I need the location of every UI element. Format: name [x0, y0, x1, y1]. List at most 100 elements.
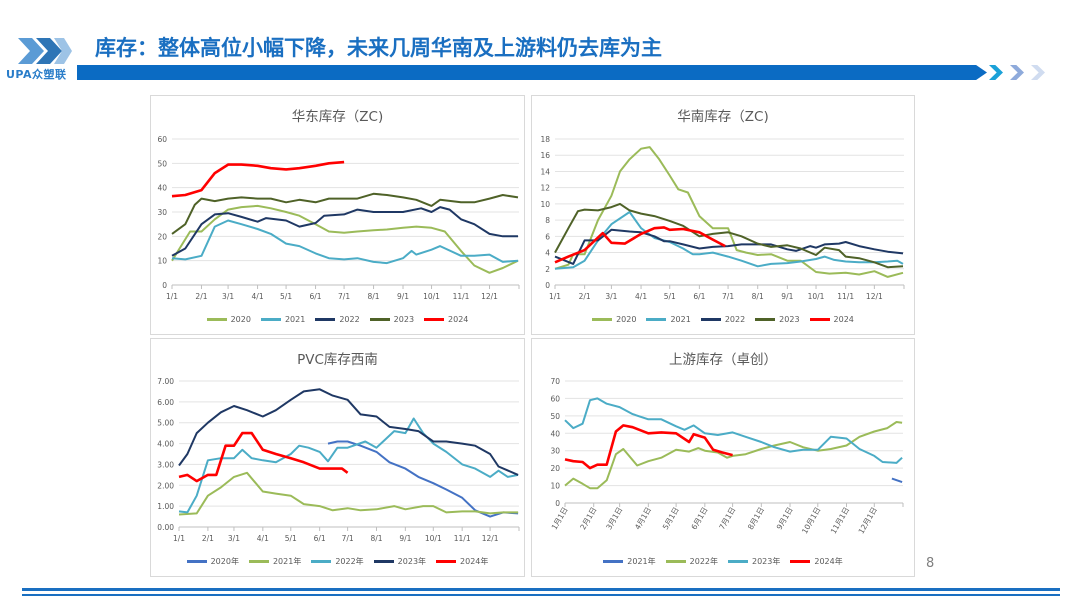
legend-swatch	[603, 560, 624, 563]
chart-title: 华南库存（ZC)	[677, 109, 769, 125]
legend-swatch	[646, 318, 667, 321]
x-tick-label: 3/1	[222, 292, 234, 301]
series-line-2021年	[891, 477, 903, 484]
series-line-2021	[554, 211, 904, 270]
legend-label: 2021	[670, 315, 691, 324]
x-tick-label: 12/1	[866, 292, 883, 301]
y-tick-label: 60	[157, 135, 167, 144]
legend-swatch	[260, 318, 281, 321]
legend-label: 2020	[616, 315, 637, 324]
x-tick-label: 1/1	[166, 292, 178, 301]
chart-south-china-inventory: 华南库存（ZC) 0 2 4 6 8 10 12 14 16 18 1/1 2/1 3/1 4/1 5/1 6…	[531, 95, 915, 335]
y-tick-label: 20	[550, 464, 560, 473]
series-line-2020	[171, 204, 519, 274]
y-tick-label: 12	[540, 184, 550, 193]
y-tick-label: 16	[540, 151, 550, 160]
footer-line	[22, 594, 1060, 596]
chart-plot: 0 2 4 6 8 10 12 14 16 18 1/1 2/1 3/1 4/1 5/1 6/1 7/1 8/1 9…	[540, 135, 905, 301]
x-tick-label: 12/1	[481, 292, 498, 301]
legend-item: 2024年	[436, 556, 488, 567]
chart-title: PVC库存西南	[297, 352, 378, 368]
y-tick-label: 18	[540, 135, 550, 144]
chart-legend: 2020 2021 2022 2023 2024	[151, 315, 524, 324]
y-tick-label: 70	[550, 377, 560, 386]
x-tick-label: 9/1	[397, 292, 409, 301]
x-tick-label: 7/1	[338, 292, 350, 301]
legend-item: 2022	[315, 315, 360, 324]
chart-legend: 2020年 2021年 2022年 2023年 2024年	[151, 556, 524, 567]
legend-swatch	[755, 318, 776, 321]
x-tick-label: 2月1日	[578, 506, 598, 532]
y-tick-label: 10	[550, 482, 560, 491]
series-line-2022	[554, 228, 904, 265]
y-tick-label: 60	[550, 394, 560, 403]
chevron-icon	[1031, 65, 1045, 80]
chart-east-china-inventory: 华东库存（ZC) 0 10 20 30 40 50 60 1/1 2/1 3/1 4/1 5/1 6/1…	[150, 95, 525, 335]
y-tick-label: 0.00	[157, 523, 174, 532]
legend-label: 2022	[339, 315, 360, 324]
legend-label: 2024	[833, 315, 854, 324]
legend-swatch	[311, 560, 332, 563]
x-tick-label: 4/1	[635, 292, 647, 301]
series-line-2023年	[564, 397, 903, 464]
legend-label: 2021年	[272, 557, 302, 566]
x-tick-label: 5月1日	[661, 506, 681, 532]
x-tick-label: 9/1	[399, 534, 411, 543]
x-tick-label: 5/1	[285, 534, 297, 543]
legend-swatch	[424, 318, 445, 321]
series-line-2024年	[564, 424, 733, 470]
x-tick-label: 1/1	[549, 292, 561, 301]
logo-text: UPA众塑联	[6, 68, 67, 81]
x-tick-label: 6/1	[310, 292, 322, 301]
x-tick-label: 8/1	[370, 534, 382, 543]
series-line-2021年	[178, 471, 519, 516]
legend-label: 2021年	[627, 557, 656, 566]
x-tick-label: 11月1日	[829, 506, 851, 536]
legend-item: 2021	[646, 315, 691, 324]
series-line-2022年	[178, 417, 519, 514]
x-tick-label: 9月1日	[775, 506, 795, 532]
legend-label: 2024	[448, 315, 469, 324]
legend-label: 2020	[230, 315, 251, 324]
x-tick-label: 4/1	[252, 292, 264, 301]
x-tick-label: 9/1	[781, 292, 793, 301]
x-tick-label: 5/1	[280, 292, 292, 301]
y-tick-label: 5.00	[157, 419, 174, 428]
title-bar	[77, 65, 987, 80]
series-line-2023	[171, 192, 519, 235]
legend-item: 2020	[592, 315, 636, 324]
x-tick-label: 10/1	[425, 534, 442, 543]
x-tick-label: 5/1	[664, 292, 676, 301]
series-line-2022	[171, 206, 518, 257]
legend-label: 2022年	[335, 557, 364, 566]
legend-item: 2024年	[790, 556, 843, 567]
chevron-icon	[989, 65, 1003, 80]
x-tick-label: 12月1日	[857, 506, 879, 536]
x-tick-label: 8/1	[752, 292, 764, 301]
y-tick-label: 10	[157, 257, 167, 266]
y-tick-label: 40	[550, 429, 560, 438]
x-tick-label: 2/1	[579, 292, 591, 301]
y-tick-label: 14	[540, 167, 550, 176]
x-tick-label: 4/1	[257, 534, 269, 543]
y-tick-label: 30	[550, 447, 560, 456]
x-tick-label: 11/1	[453, 292, 470, 301]
x-tick-label: 1/1	[173, 534, 185, 543]
legend-label: 2023	[393, 315, 415, 324]
legend-swatch	[248, 560, 269, 563]
chart-legend: 2021年 2022年 2023年 2024年	[532, 556, 914, 567]
legend-item: 2020	[206, 315, 251, 324]
legend-swatch	[728, 560, 748, 563]
legend-label: 2022年	[689, 557, 718, 566]
series-line-2021	[171, 219, 519, 265]
page-title: 库存：整体高位小幅下降，未来几周华南及上游料仍去库为主	[95, 36, 662, 60]
legend-item: 2022	[700, 315, 745, 324]
x-tick-label: 8/1	[368, 292, 380, 301]
series-line-2024	[171, 160, 345, 198]
x-tick-label: 12/1	[482, 534, 499, 543]
x-tick-label: 7/1	[722, 292, 734, 301]
series-line-2023	[554, 202, 904, 269]
series-line-2020	[554, 146, 904, 278]
legend-label: 2020年	[210, 557, 239, 566]
y-tick-label: 40	[157, 184, 167, 193]
